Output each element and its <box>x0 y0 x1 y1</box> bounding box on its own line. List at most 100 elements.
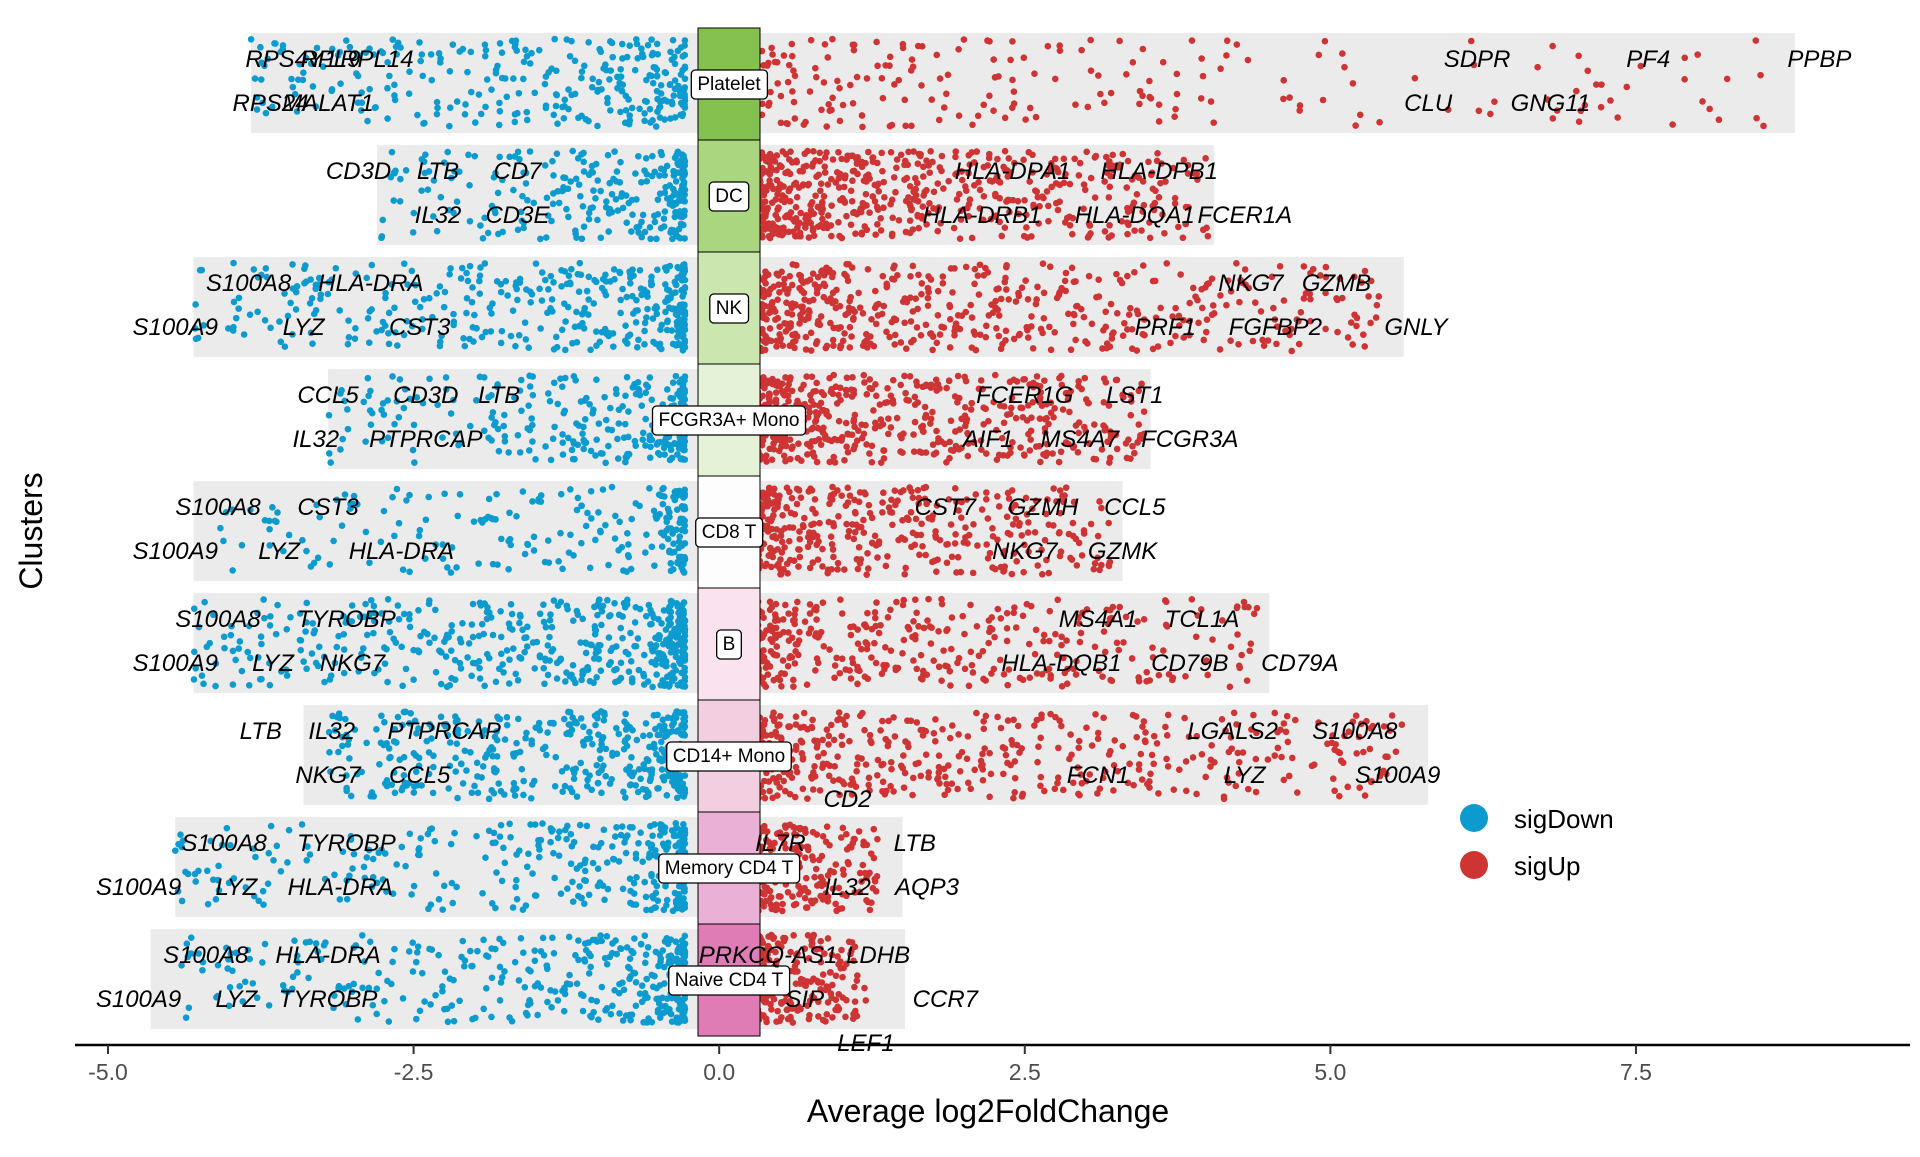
point-sigup <box>877 227 885 234</box>
point-sigup <box>999 452 1007 459</box>
point-sigdown <box>516 449 524 456</box>
point-sigdown <box>450 321 457 329</box>
point-sigup <box>928 96 936 103</box>
point-sigdown <box>271 40 278 47</box>
point-sigup <box>1061 219 1069 226</box>
point-sigdown <box>229 681 237 688</box>
point-sigup <box>845 527 853 535</box>
point-sigdown <box>522 169 530 177</box>
point-sigup <box>957 568 965 576</box>
point-sigdown <box>658 321 666 329</box>
point-sigdown <box>617 73 625 80</box>
point-sigup <box>846 81 854 89</box>
point-sigdown <box>198 672 206 680</box>
point-sigdown <box>536 610 544 618</box>
point-sigup <box>1062 287 1069 295</box>
point-sigdown <box>639 785 647 793</box>
point-sigdown <box>620 599 628 607</box>
point-sigdown <box>498 535 505 543</box>
point-sigdown <box>550 597 558 604</box>
point-sigdown <box>406 615 413 623</box>
point-sigup <box>915 494 923 502</box>
point-sigup <box>1669 121 1676 128</box>
point-sigdown <box>585 273 593 281</box>
point-sigup <box>833 436 841 444</box>
point-sigdown <box>658 620 665 627</box>
point-sigdown <box>626 42 633 49</box>
point-sigup <box>1597 103 1605 111</box>
point-sigup <box>1072 101 1079 108</box>
point-sigup <box>875 629 883 637</box>
point-sigup <box>1470 61 1478 69</box>
point-sigdown <box>591 536 599 544</box>
point-sigup <box>783 119 790 127</box>
point-sigup <box>948 553 956 561</box>
point-sigup <box>774 378 781 386</box>
point-sigup <box>975 291 983 298</box>
point-sigdown <box>526 60 534 67</box>
point-sigup <box>1003 609 1011 617</box>
point-sigdown <box>471 311 478 319</box>
point-sigup <box>868 458 876 466</box>
point-sigdown <box>328 87 336 95</box>
point-sigdown <box>419 399 427 407</box>
point-sigdown <box>250 266 258 273</box>
point-sigup <box>943 559 951 567</box>
point-sigdown <box>397 175 404 183</box>
point-sigup <box>976 331 984 339</box>
point-sigup <box>820 391 828 399</box>
point-sigup <box>947 521 955 528</box>
point-sigup <box>837 344 844 352</box>
point-sigdown <box>587 447 595 455</box>
point-sigup <box>844 484 852 492</box>
point-sigup <box>901 96 909 104</box>
point-sigup <box>829 35 836 43</box>
point-sigup <box>868 514 876 522</box>
point-sigup <box>1135 421 1143 428</box>
point-sigup <box>1373 301 1381 309</box>
point-sigdown <box>424 186 432 193</box>
point-sigup <box>772 389 780 396</box>
point-sigdown <box>409 446 417 454</box>
point-sigdown <box>594 177 602 184</box>
point-sigup <box>1060 498 1067 506</box>
point-sigdown <box>680 396 688 404</box>
point-sigdown <box>675 149 682 156</box>
point-sigup <box>1107 300 1115 308</box>
point-sigup <box>849 659 857 667</box>
point-sigup <box>1056 289 1063 296</box>
point-sigdown <box>340 646 348 653</box>
point-sigdown <box>664 714 672 722</box>
point-sigdown <box>555 657 563 665</box>
point-sigdown <box>597 234 605 242</box>
point-sigdown <box>652 123 660 130</box>
point-sigup <box>1094 554 1101 562</box>
point-sigup <box>815 410 822 417</box>
point-sigdown <box>549 435 557 443</box>
point-sigup <box>976 186 984 194</box>
point-sigdown <box>410 421 418 429</box>
point-sigdown <box>367 421 375 428</box>
point-sigup <box>1169 674 1177 682</box>
point-sigup <box>1149 644 1156 651</box>
point-sigdown <box>654 266 661 274</box>
point-sigdown <box>563 205 570 213</box>
point-sigdown <box>653 87 661 95</box>
point-sigdown <box>632 603 640 611</box>
point-sigdown <box>579 667 586 675</box>
point-sigup <box>1159 58 1167 66</box>
point-sigup <box>988 626 996 633</box>
point-sigdown <box>580 158 587 166</box>
point-sigup <box>897 488 905 496</box>
point-sigdown <box>391 420 398 428</box>
point-sigup <box>982 677 989 684</box>
point-sigup <box>1341 63 1348 71</box>
point-sigdown <box>580 325 588 332</box>
point-sigup <box>935 663 943 671</box>
point-sigdown <box>615 611 623 619</box>
point-sigdown <box>329 45 336 53</box>
point-sigup <box>1020 54 1028 62</box>
point-sigup <box>1076 159 1084 167</box>
point-sigup <box>827 175 835 183</box>
point-sigdown <box>628 676 636 684</box>
